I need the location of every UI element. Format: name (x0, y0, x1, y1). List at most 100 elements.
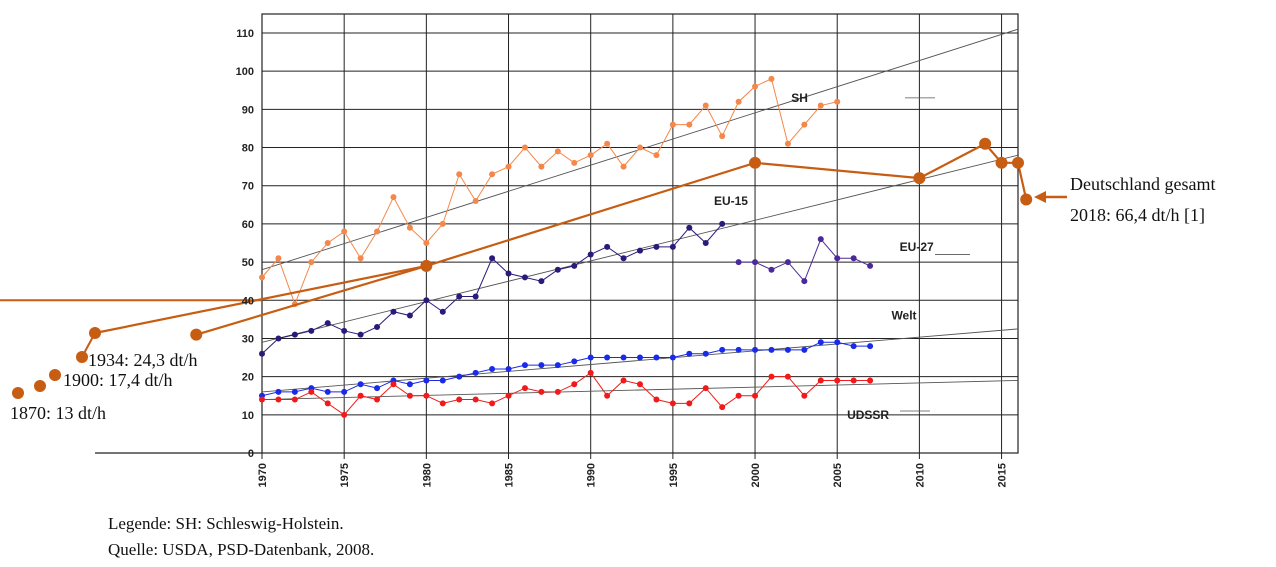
y-tick-label: 10 (242, 410, 254, 422)
x-tick-label: 1995 (668, 463, 680, 487)
data-point (653, 354, 660, 361)
data-point (653, 243, 660, 250)
data-point (259, 274, 265, 281)
y-tick-label: 0 (248, 448, 254, 460)
x-tick-label: 2005 (832, 463, 844, 487)
data-point (834, 255, 841, 262)
series-label-eu15: EU-15 (714, 194, 748, 208)
data-point (768, 346, 775, 353)
data-point (357, 255, 364, 262)
data-point (995, 156, 1008, 169)
data-point (324, 320, 331, 327)
x-tick-label: 1990 (586, 463, 598, 487)
data-point (423, 240, 430, 246)
data-point (702, 102, 709, 109)
data-point (784, 346, 791, 353)
data-point (538, 278, 545, 285)
data-point (505, 366, 512, 372)
data-point (374, 324, 381, 330)
data-point (867, 343, 874, 350)
data-point (686, 400, 693, 407)
historic-point (12, 387, 24, 399)
data-point (190, 328, 203, 341)
data-point (357, 381, 364, 388)
data-point (538, 388, 545, 395)
data-point (834, 339, 841, 346)
data-point (801, 392, 808, 399)
data-point (341, 228, 348, 235)
data-point (472, 369, 479, 376)
data-point (538, 163, 545, 170)
data-point (784, 373, 791, 380)
data-point (735, 346, 742, 353)
y-tick-label: 40 (242, 295, 254, 307)
data-point (390, 194, 397, 201)
data-point (850, 377, 857, 384)
data-point (324, 400, 331, 407)
x-tick-label: 1975 (339, 463, 351, 487)
data-point (801, 278, 808, 285)
data-point (423, 297, 430, 304)
series-line (738, 238, 871, 283)
data-point (489, 400, 496, 407)
data-point (275, 388, 282, 395)
data-point (801, 346, 808, 353)
data-point (587, 251, 594, 258)
data-point (554, 148, 561, 155)
data-point (867, 377, 874, 384)
data-point (637, 381, 643, 388)
data-point (308, 259, 315, 266)
data-point (390, 308, 397, 315)
data-point (472, 396, 479, 403)
data-point (275, 255, 282, 262)
series-label-eu27: EU-27 (900, 240, 934, 254)
data-point (620, 163, 627, 170)
data-point (390, 381, 397, 388)
historic-label: 1934: 24,3 dt/h (88, 350, 198, 370)
annotation-line1: Deutschland gesamt (1070, 174, 1215, 194)
data-point (752, 392, 759, 399)
annotation-arrow-head (1034, 191, 1046, 203)
data-point (423, 392, 430, 399)
x-tick-label: 1985 (504, 463, 516, 487)
data-point (850, 255, 857, 262)
data-point (913, 172, 926, 185)
data-point (456, 293, 463, 300)
data-point (719, 404, 726, 411)
data-point (406, 312, 413, 319)
data-point (637, 247, 643, 254)
data-point (291, 396, 298, 403)
data-point (456, 396, 463, 403)
data-point (604, 392, 611, 399)
historic-point (49, 369, 61, 381)
data-point (719, 346, 726, 353)
series-label-udssr: UDSSR (847, 408, 889, 422)
historic-label: 1870: 13 dt/h (10, 403, 106, 423)
data-point (521, 362, 528, 369)
data-point (749, 156, 762, 169)
data-point (423, 377, 430, 384)
data-point (357, 392, 364, 399)
de-early-line (94, 264, 427, 335)
data-point (669, 121, 676, 128)
data-point (768, 373, 775, 380)
data-point (406, 224, 413, 231)
data-point (374, 396, 381, 403)
data-point (275, 396, 282, 403)
data-point (341, 411, 348, 418)
series-label-sh: SH (791, 91, 808, 105)
data-point (571, 262, 578, 269)
data-point (817, 102, 824, 109)
data-point (521, 274, 528, 281)
data-point (669, 400, 676, 407)
data-point (341, 388, 348, 395)
data-point (357, 331, 364, 338)
data-point (834, 98, 841, 105)
data-point (587, 369, 594, 376)
data-series (0, 75, 1067, 418)
data-point (702, 240, 709, 246)
data-point (439, 220, 446, 227)
annotation-line2: 2018: 66,4 dt/h [1] (1070, 205, 1205, 225)
